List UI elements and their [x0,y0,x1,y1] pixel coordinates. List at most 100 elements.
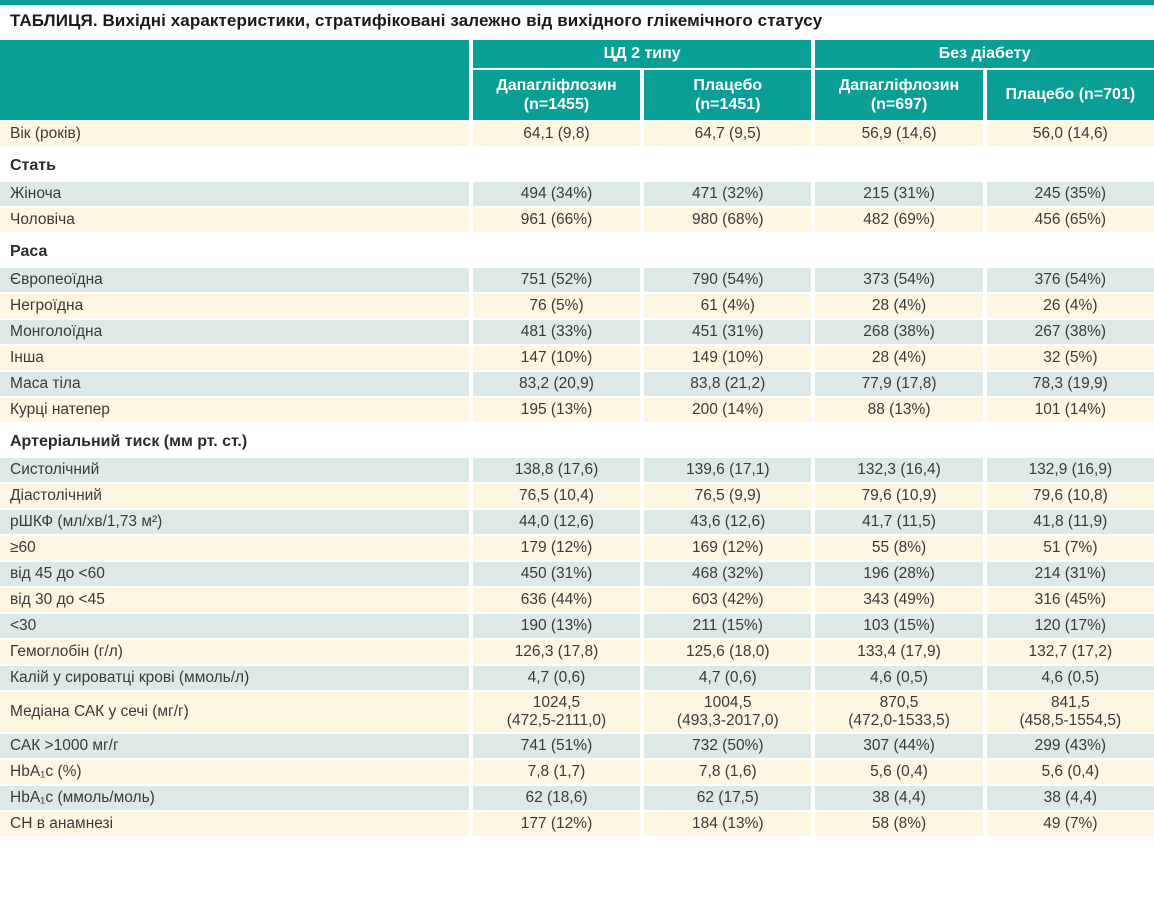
group-header-no-diabetes: Без діабету [815,40,1154,68]
value-cell: 78,3 (19,9) [986,372,1154,396]
value-cell: 373 (54%) [815,268,983,292]
table-row: Систолічний 138,8 (17,6) 139,6 (17,1) 132,3… [0,458,1154,482]
value-cell: 177 (12%) [472,811,641,836]
value-cell: 481 (33%) [472,320,641,344]
value-cell: 28 (4%) [815,346,983,370]
value-cell: 471 (32%) [644,182,812,206]
value-cell: 120 (17%) [986,614,1154,638]
value-cell: 316 (45%) [986,588,1154,612]
table-row: Маса тіла 83,2 (20,9) 83,8 (21,2) 77,9 (17,… [0,372,1154,396]
section-row: Раса [0,234,1154,266]
value-cell: 49 (7%) [986,811,1154,836]
table-row: HbA₁c (%) 7,8 (1,7) 7,8 (1,6) 5,6 (0,4) 5,6 … [0,759,1154,784]
value-cell: 38 (4,4) [986,785,1154,810]
value-cell: 169 (12%) [644,536,812,560]
column-header-placebo-nodm: Плацебо (n=701) [986,70,1154,120]
value-cell: 132,9 (16,9) [986,458,1154,482]
value-cell: 214 (31%) [986,562,1154,586]
value-cell: 195 (13%) [472,398,641,422]
value-cell: 26 (4%) [986,294,1154,318]
value-cell: 4,6 (0,5) [986,666,1154,690]
row-label-cell: Курці натепер [0,398,469,422]
group-header-t2dm: ЦД 2 типу [472,40,812,68]
section-label: Артеріальний тиск (мм рт. ст.) [0,424,1154,456]
row-label-cell: Систолічний [0,458,469,482]
value-cell: 376 (54%) [986,268,1154,292]
table-header: ЦД 2 типу Без діабету Дапагліфлозин (n=1… [0,40,1154,120]
row-label-cell: <30 [0,614,469,638]
value-cell: 751 (52%) [472,268,641,292]
value-cell: 79,6 (10,9) [815,484,983,508]
table-row: СН в анамнезі 177 (12%) 184 (13%) 58 (8%) 49… [0,811,1154,836]
table-row: Монголоїдна 481 (33%) 451 (31%) 268 (38%) 26… [0,320,1154,344]
value-cell: 132,7 (17,2) [986,640,1154,664]
value-cell: 139,6 (17,1) [644,458,812,482]
value-cell: 64,1 (9,8) [472,122,641,146]
table-row: Гемоглобін (г/л) 126,3 (17,8) 125,6 (18,0)… [0,640,1154,664]
table-row: HbA₁c (ммоль/моль) 62 (18,6) 62 (17,5) 38 (… [0,785,1154,810]
table-title: ТАБЛИЦЯ. Вихідні характеристики, стратиф… [10,11,823,30]
value-cell: 77,9 (17,8) [815,372,983,396]
value-cell: 245 (35%) [986,182,1154,206]
value-cell: 76,5 (9,9) [644,484,812,508]
value-cell: 451 (31%) [644,320,812,344]
table-row: рШКФ (мл/хв/1,73 м²) 44,0 (12,6) 43,6 (12,… [0,510,1154,534]
value-cell: 741 (51%) [472,733,641,758]
table-row: Негроїдна 76 (5%) 61 (4%) 28 (4%) 26 (4%) [0,294,1154,318]
value-cell: 147 (10%) [472,346,641,370]
row-label-cell: HbA₁c (ммоль/моль) [0,785,469,810]
table-row: ≥60 179 (12%) 169 (12%) 55 (8%) 51 (7%) [0,536,1154,560]
value-cell: 7,8 (1,6) [644,759,812,784]
column-header-dapagliflozin-t2dm: Дапагліфлозин (n=1455) [472,70,641,120]
value-cell: 790 (54%) [644,268,812,292]
row-label-cell: від 30 до <45 [0,588,469,612]
value-cell: 62 (17,5) [644,785,812,810]
row-label-cell: Діастолічний [0,484,469,508]
value-cell: 41,8 (11,9) [986,510,1154,534]
value-cell: 343 (49%) [815,588,983,612]
value-cell: 44,0 (12,6) [472,510,641,534]
value-cell: 732 (50%) [644,733,812,758]
value-cell: 149 (10%) [644,346,812,370]
value-cell: 38 (4,4) [815,785,983,810]
table-row: від 30 до <45 636 (44%) 603 (42%) 343 (49%)… [0,588,1154,612]
row-label-cell: Маса тіла [0,372,469,396]
value-cell: 4,7 (0,6) [644,666,812,690]
table-row: Вік (років) 64,1 (9,8) 64,7 (9,5) 56,9 (14,… [0,122,1154,146]
value-cell: 1004,5 (493,3-2017,0) [644,692,812,732]
value-cell: 603 (42%) [644,588,812,612]
row-label-cell: від 45 до <60 [0,562,469,586]
value-cell: 4,6 (0,5) [815,666,983,690]
table-row: Інша 147 (10%) 149 (10%) 28 (4%) 32 (5%) [0,346,1154,370]
section-row: Стать [0,148,1154,180]
value-cell: 58 (8%) [815,811,983,836]
value-cell: 267 (38%) [986,320,1154,344]
value-cell: 62 (18,6) [472,785,641,810]
row-label-cell: Інша [0,346,469,370]
row-label-cell: ≥60 [0,536,469,560]
value-cell: 61 (4%) [644,294,812,318]
table-row: Діастолічний 76,5 (10,4) 76,5 (9,9) 79,6 (1… [0,484,1154,508]
value-cell: 83,2 (20,9) [472,372,641,396]
table-row: Калій у сироватці крові (ммоль/л) 4,7 (0,… [0,666,1154,690]
value-cell: 133,4 (17,9) [815,640,983,664]
value-cell: 138,8 (17,6) [472,458,641,482]
value-cell: 841,5 (458,5-1554,5) [986,692,1154,732]
value-cell: 5,6 (0,4) [815,759,983,784]
value-cell: 56,9 (14,6) [815,122,983,146]
value-cell: 83,8 (21,2) [644,372,812,396]
column-header-dapagliflozin-nodm: Дапагліфлозин (n=697) [815,70,983,120]
value-cell: 196 (28%) [815,562,983,586]
value-cell: 55 (8%) [815,536,983,560]
table-row: САК >1000 мг/г 741 (51%) 732 (50%) 307 (44%… [0,733,1154,758]
table-row: Чоловіча 961 (66%) 980 (68%) 482 (69%) 456 (… [0,208,1154,232]
value-cell: 64,7 (9,5) [644,122,812,146]
row-label-cell: САК >1000 мг/г [0,733,469,758]
row-label-cell: СН в анамнезі [0,811,469,836]
row-label-cell: Жіноча [0,182,469,206]
value-cell: 268 (38%) [815,320,983,344]
value-cell: 41,7 (11,5) [815,510,983,534]
value-cell: 76,5 (10,4) [472,484,641,508]
row-label-cell: Чоловіча [0,208,469,232]
value-cell: 456 (65%) [986,208,1154,232]
